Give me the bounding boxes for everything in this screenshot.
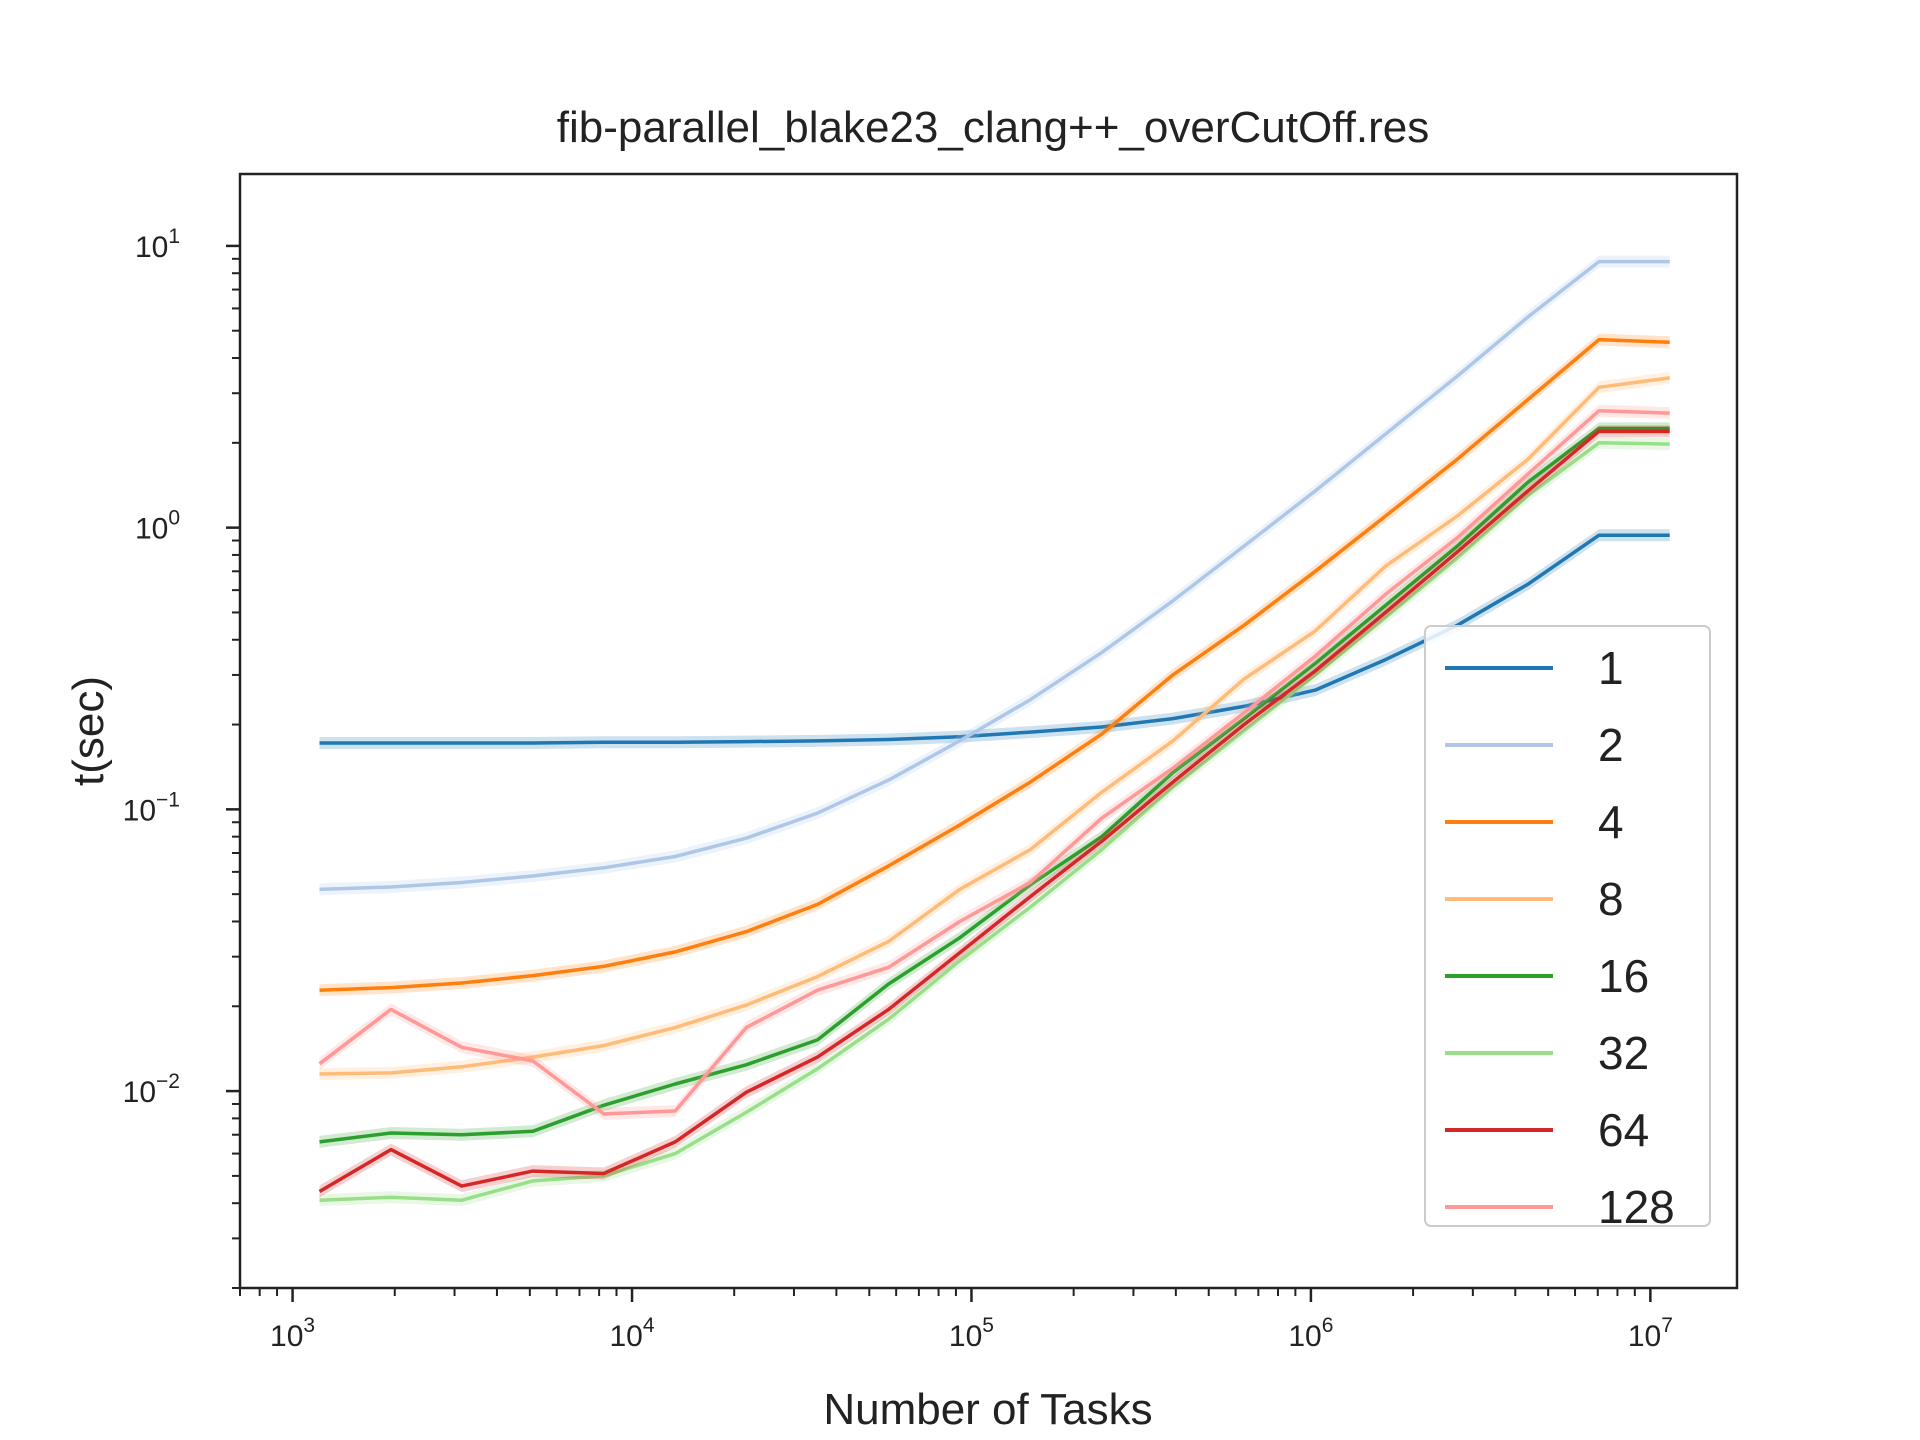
x-tick-label: 105 (949, 1314, 994, 1353)
legend-label-4: 4 (1598, 796, 1624, 848)
legend-label-16: 16 (1598, 950, 1649, 1002)
y-axis-label: t(sec) (64, 676, 113, 786)
series-line-16 (319, 426, 1670, 1144)
series-line-64 (318, 429, 1670, 1194)
x-tick-label: 103 (270, 1314, 315, 1353)
legend-label-8: 8 (1598, 873, 1624, 925)
legend-label-128: 128 (1598, 1181, 1675, 1233)
series-band-128 (319, 404, 1670, 1120)
y-tick-label: 10−2 (123, 1070, 180, 1109)
legend-label-2: 2 (1598, 719, 1624, 771)
legend-label-64: 64 (1598, 1104, 1649, 1156)
legend-label-1: 1 (1598, 642, 1624, 694)
series-line-4 (319, 337, 1670, 992)
x-tick-label: 107 (1628, 1314, 1673, 1353)
y-tick-label: 100 (135, 507, 180, 546)
legend-label-32: 32 (1598, 1027, 1649, 1079)
y-tick-label: 10−1 (123, 788, 180, 827)
x-tick-label: 106 (1288, 1314, 1333, 1353)
series-band-4 (319, 333, 1670, 997)
series-line-32 (319, 441, 1670, 1202)
x-axis-label: Number of Tasks (823, 1385, 1152, 1434)
legend-box (1424, 625, 1711, 1227)
x-tick-label: 104 (609, 1314, 654, 1353)
plot-frame (238, 172, 1739, 1290)
plot-area (318, 255, 1670, 1207)
series-line-2 (319, 259, 1670, 892)
y-tick-label: 101 (135, 225, 180, 264)
series-line-128 (318, 408, 1670, 1116)
series-line-8 (319, 376, 1670, 1076)
legend: 1 2 4 8 16 32 64 128 (1424, 625, 1711, 1233)
chart-title: fib-parallel_blake23_clang++_overCutOff.… (557, 103, 1429, 152)
axes: 103 104 105 106 107 10−2 10−1 100 101 (123, 225, 1673, 1353)
